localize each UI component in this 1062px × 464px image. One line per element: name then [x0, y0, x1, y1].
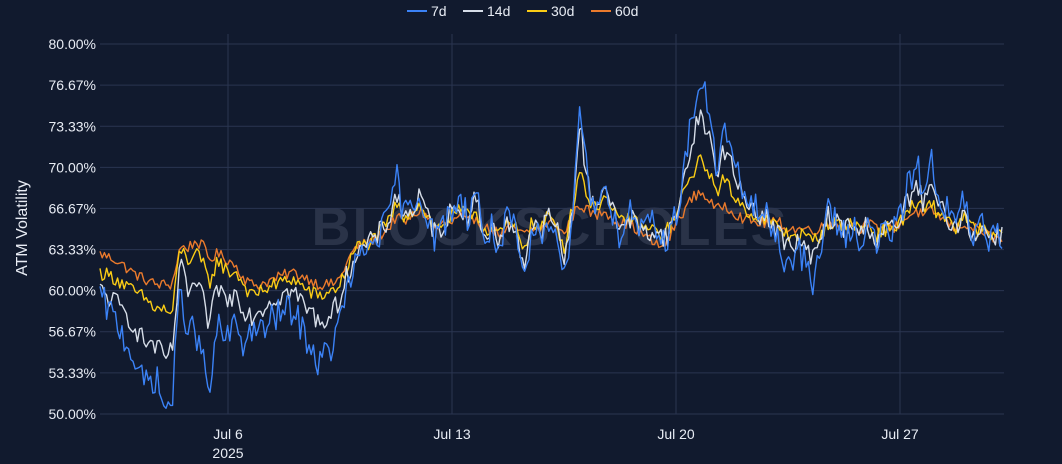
y-axis-label: ATM Volatility — [14, 180, 31, 276]
y-tick-label: 53.33% — [49, 365, 96, 381]
y-tick-label: 50.00% — [49, 406, 96, 422]
series-line-14d — [99, 109, 1003, 359]
x-tick-sublabel: 2025 — [212, 445, 243, 461]
x-tick-label: Jul 6 — [213, 426, 243, 442]
y-tick-label: 60.00% — [49, 283, 96, 299]
x-tick-label: Jul 20 — [657, 426, 695, 442]
series-line-7d — [99, 81, 1003, 409]
legend-label: 60d — [615, 3, 638, 19]
y-tick-label: 80.00% — [49, 36, 96, 52]
y-tick-label: 70.00% — [49, 159, 96, 175]
legend-item-7d[interactable]: 7d — [407, 3, 447, 19]
x-tick-label: Jul 13 — [433, 426, 471, 442]
series-layer — [99, 81, 1003, 409]
x-tick-label: Jul 27 — [881, 426, 919, 442]
legend-item-60d[interactable]: 60d — [591, 3, 638, 19]
y-tick-label: 63.33% — [49, 242, 96, 258]
y-axis-ticks: 50.00% 53.33% 56.67% 60.00% 63.33% 66.67% 70.0… — [49, 36, 96, 422]
y-tick-label: 76.67% — [49, 77, 96, 93]
legend: 7d 14d 30d 60d — [407, 3, 638, 19]
legend-label: 7d — [431, 3, 447, 19]
x-axis-ticks: Jul 6 2025 Jul 13 Jul 20 Jul 27 — [212, 426, 918, 461]
legend-label: 30d — [551, 3, 574, 19]
legend-item-14d[interactable]: 14d — [463, 3, 510, 19]
y-tick-label: 66.67% — [49, 200, 96, 216]
y-tick-label: 56.67% — [49, 324, 96, 340]
legend-label: 14d — [487, 3, 510, 19]
y-tick-label: 73.33% — [49, 118, 96, 134]
legend-item-30d[interactable]: 30d — [527, 3, 574, 19]
